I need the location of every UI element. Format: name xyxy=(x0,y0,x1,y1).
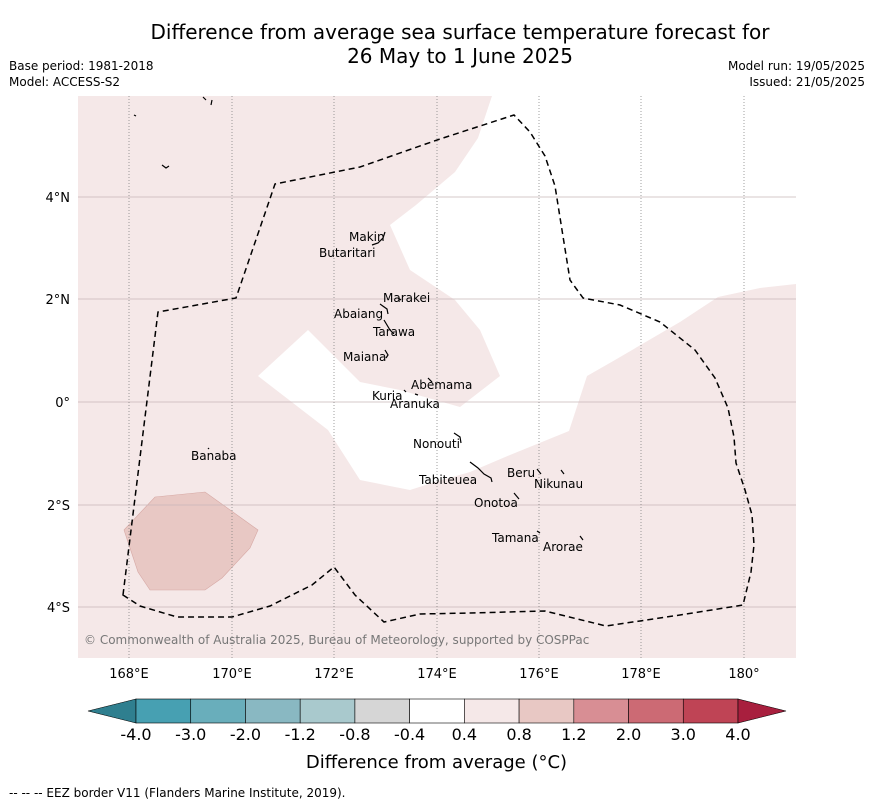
issued-date: Issued: 21/05/2025 xyxy=(749,75,865,89)
colorbar-segment xyxy=(409,698,465,724)
colorbar-segment xyxy=(190,698,246,724)
island-butaritari: Butaritari xyxy=(319,246,376,260)
lon-labels: 168°E 170°E 172°E 174°E 176°E 178°E 180° xyxy=(109,667,759,682)
island-maiana: Maiana xyxy=(343,350,386,364)
island-arorae: Arorae xyxy=(543,540,583,554)
colorbar-segment xyxy=(628,698,684,724)
colorbar-label: Difference from average (°C) xyxy=(305,752,568,773)
model-run: Model run: 19/05/2025 xyxy=(727,59,865,73)
island-tamana: Tamana xyxy=(491,531,539,545)
island-abaiang: Abaiang xyxy=(334,307,383,321)
meta-right: Model run: 19/05/2025 Issued: 21/05/2025 xyxy=(728,58,865,90)
colorbar-segment xyxy=(135,698,192,724)
colorbar-extend-high xyxy=(737,698,787,724)
island-marakei: Marakei xyxy=(383,291,430,305)
colorbar-tick-label: 4.0 xyxy=(725,725,750,744)
island-aranuka: Aranuka xyxy=(390,397,440,411)
island-nikunau: Nikunau xyxy=(534,477,583,491)
lon-label-168e: 168°E xyxy=(109,667,149,682)
island-abemama: Abemama xyxy=(411,378,472,392)
warm-patch xyxy=(123,491,259,591)
neutral-region xyxy=(258,96,796,490)
lat-labels: 4°N 2°N 0° 2°S 4°S xyxy=(46,191,71,616)
colorbar-extend-low xyxy=(87,698,137,724)
copyright: © Commonwealth of Australia 2025, Bureau… xyxy=(84,633,589,647)
island-tabiteuea: Tabiteuea xyxy=(418,473,477,487)
island-shapes xyxy=(133,96,584,541)
meta-left: Base period: 1981-2018 Model: ACCESS-S2 xyxy=(9,58,154,90)
title-line-1: Difference from average sea surface temp… xyxy=(150,20,770,44)
colorbar-segment xyxy=(573,698,629,724)
lon-label-172e: 172°E xyxy=(314,667,354,682)
island-banaba: Banaba xyxy=(191,449,237,463)
lat-label-4s: 4°S xyxy=(47,601,70,616)
colorbar-segment xyxy=(682,698,739,724)
island-nonouti: Nonouti xyxy=(413,437,460,451)
lat-label-2n: 2°N xyxy=(46,293,71,308)
island-makin: Makin xyxy=(349,230,385,244)
island-onotoa: Onotoa xyxy=(474,496,518,510)
colorbar-tick-label: -4.0 xyxy=(120,725,151,744)
lon-label-180: 180° xyxy=(728,667,759,682)
chart-title: Difference from average sea surface temp… xyxy=(0,20,873,68)
colorbar-tick-label: 1.2 xyxy=(561,725,586,744)
colorbar-tick-label: -0.4 xyxy=(394,725,425,744)
eez-border xyxy=(122,114,755,627)
colorbar-segment xyxy=(299,698,356,724)
colorbar-segment xyxy=(245,698,301,724)
model-name: Model: ACCESS-S2 xyxy=(9,75,121,89)
colorbar-tick-label: -3.0 xyxy=(175,725,206,744)
colorbar-tick-label: -1.2 xyxy=(285,725,316,744)
lon-label-170e: 170°E xyxy=(212,667,252,682)
colorbar-segment xyxy=(354,698,410,724)
title-line-2: 26 May to 1 June 2025 xyxy=(347,44,573,68)
colorbar-tick-label: -0.8 xyxy=(339,725,370,744)
lon-label-178e: 178°E xyxy=(621,667,661,682)
lat-label-2s: 2°S xyxy=(47,499,70,514)
lat-label-0: 0° xyxy=(55,396,70,411)
island-beru: Beru xyxy=(507,466,535,480)
footer-eez-note: -- -- -- EEZ border V11 (Flanders Marine… xyxy=(9,786,346,800)
lon-gridlines xyxy=(128,96,745,658)
lon-label-174e: 174°E xyxy=(417,667,457,682)
colorbar: -4.0 -3.0 -2.0 -1.2 -0.8 -0.4 0.4 0.8 1.2 2.0 3.0 4… xyxy=(87,698,787,744)
island-tarawa: Tarawa xyxy=(372,325,415,339)
colorbar-tick-label: 0.4 xyxy=(452,725,477,744)
island-kuria: Kuria xyxy=(372,389,403,403)
island-labels: Makin Butaritari Marakei Abaiang Tarawa … xyxy=(191,230,583,554)
colorbar-segment xyxy=(518,698,575,724)
lat-label-4n: 4°N xyxy=(46,191,71,206)
colorbar-tick-label: 3.0 xyxy=(671,725,696,744)
colorbar-tick-label: 0.8 xyxy=(506,725,531,744)
lon-label-176e: 176°E xyxy=(519,667,559,682)
base-period: Base period: 1981-2018 xyxy=(9,59,154,73)
colorbar-tick-label: 2.0 xyxy=(616,725,641,744)
colorbar-segment xyxy=(464,698,520,724)
colorbar-tick-label: -2.0 xyxy=(230,725,261,744)
